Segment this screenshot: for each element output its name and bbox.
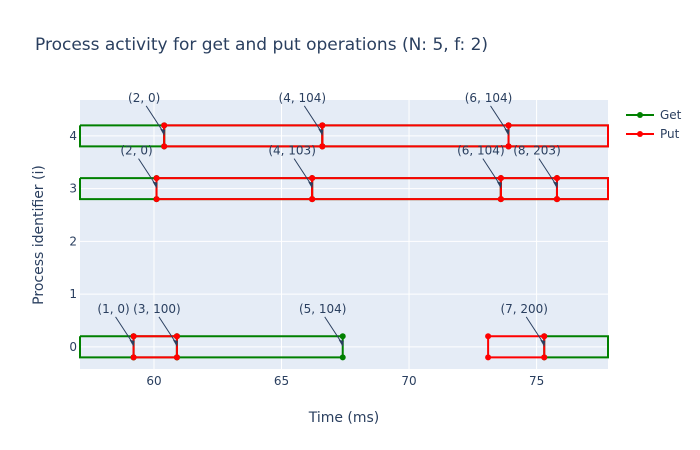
segment-marker <box>541 354 548 361</box>
annotation-arrow <box>324 316 343 344</box>
y-tick-label: 0 <box>69 340 77 354</box>
segment-marker <box>161 122 168 129</box>
segment-marker <box>161 143 168 150</box>
annotation-label: (5, 104) <box>299 302 347 316</box>
annotation-arrowhead <box>160 128 166 136</box>
annotation-arrowhead <box>504 128 510 136</box>
annotation-label: (6, 104) <box>465 91 513 105</box>
segment-marker <box>339 333 346 340</box>
legend-item-put[interactable]: Put <box>626 127 680 141</box>
annotation-label: (8, 203) <box>513 144 561 158</box>
annotation-arrowhead <box>172 339 178 347</box>
x-tick-label: 75 <box>529 374 544 388</box>
annotation-arrow <box>538 158 557 185</box>
y-tick-label: 3 <box>69 182 77 196</box>
segment-marker <box>497 175 504 182</box>
segment-marker <box>485 333 492 340</box>
annotation-arrow <box>482 158 501 185</box>
annotation: (4, 104) <box>279 91 327 136</box>
segment-marker <box>153 175 160 182</box>
annotation: (4, 103) <box>268 144 316 189</box>
axis-ticks: 60 65 70 75 0 1 2 3 4 <box>69 129 544 388</box>
segment-marker <box>553 196 560 203</box>
segment-marker <box>553 175 560 182</box>
segment-marker <box>339 354 346 361</box>
y-tick-label: 4 <box>69 129 77 143</box>
annotation: (1, 0) <box>97 302 135 347</box>
activity-segments <box>79 122 609 361</box>
annotation: (3, 100) <box>133 302 181 347</box>
annotation-arrow <box>158 316 177 344</box>
plot-area <box>80 100 608 369</box>
annotation-arrowhead <box>552 181 558 189</box>
annotation-arrowhead <box>540 339 546 347</box>
annotation-label: (2, 0) <box>128 91 160 105</box>
segment-marker <box>497 196 504 203</box>
annotation-arrowhead <box>338 339 344 347</box>
series-put <box>130 122 609 361</box>
annotation-label: (2, 0) <box>120 144 152 158</box>
annotation-arrow <box>138 158 156 185</box>
annotation-arrowhead <box>129 339 135 347</box>
legend-label: Put <box>660 127 680 141</box>
y-tick-label: 2 <box>69 234 77 248</box>
x-axis-title: Time (ms) <box>308 410 380 426</box>
chart-title: Process activity for get and put operati… <box>35 35 488 55</box>
annotation: (6, 104) <box>457 144 505 189</box>
x-tick-label: 70 <box>401 374 416 388</box>
annotation: (5, 104) <box>299 302 347 347</box>
segment-marker <box>173 333 180 340</box>
segment-marker <box>485 354 492 361</box>
legend-marker <box>637 131 643 137</box>
segment-marker <box>505 143 512 150</box>
annotation: (7, 200) <box>500 302 548 347</box>
annotation-arrow <box>293 158 312 185</box>
annotation-label: (6, 104) <box>457 144 505 158</box>
annotation: (6, 104) <box>465 91 513 136</box>
annotation-arrow <box>303 105 322 133</box>
annotation-label: (3, 100) <box>133 302 181 316</box>
annotation: (2, 0) <box>128 91 166 136</box>
annotation-label: (1, 0) <box>97 302 129 316</box>
activity-segment <box>507 124 609 148</box>
x-tick-label: 65 <box>274 374 289 388</box>
legend[interactable]: Get Put <box>626 108 682 141</box>
segment-marker <box>309 175 316 182</box>
annotation: (8, 203) <box>513 144 561 189</box>
annotation-arrowhead <box>152 181 158 189</box>
segment-marker <box>505 122 512 129</box>
annotation-arrowhead <box>308 181 314 189</box>
annotation-label: (4, 104) <box>279 91 327 105</box>
annotation-arrow <box>490 105 508 133</box>
annotation-arrow <box>115 316 133 344</box>
segment-marker <box>541 333 548 340</box>
segment-marker <box>309 196 316 203</box>
annotations: (2, 0) (4, 104) (6, 104) (2, 0) (4, 103) (6, … <box>97 91 561 347</box>
annotation-arrow <box>145 105 164 133</box>
annotation-arrow <box>525 316 544 344</box>
segment-marker <box>153 196 160 203</box>
y-axis-title: Process identifier (i) <box>31 165 47 305</box>
y-tick-label: 1 <box>69 287 77 301</box>
annotation-arrowhead <box>318 128 324 136</box>
segment-marker <box>173 354 180 361</box>
segment-marker <box>319 122 326 129</box>
annotation-arrowhead <box>496 181 502 189</box>
segment-marker <box>130 333 137 340</box>
legend-marker <box>637 112 643 118</box>
legend-label: Get <box>660 108 682 122</box>
legend-item-get[interactable]: Get <box>626 108 682 122</box>
annotation-label: (4, 103) <box>268 144 316 158</box>
segment-marker <box>319 143 326 150</box>
annotation: (2, 0) <box>120 144 158 189</box>
x-tick-label: 60 <box>146 374 161 388</box>
grid-lines <box>80 100 608 369</box>
annotation-label: (7, 200) <box>500 302 548 316</box>
activity-segment <box>555 177 609 201</box>
segment-marker <box>130 354 137 361</box>
